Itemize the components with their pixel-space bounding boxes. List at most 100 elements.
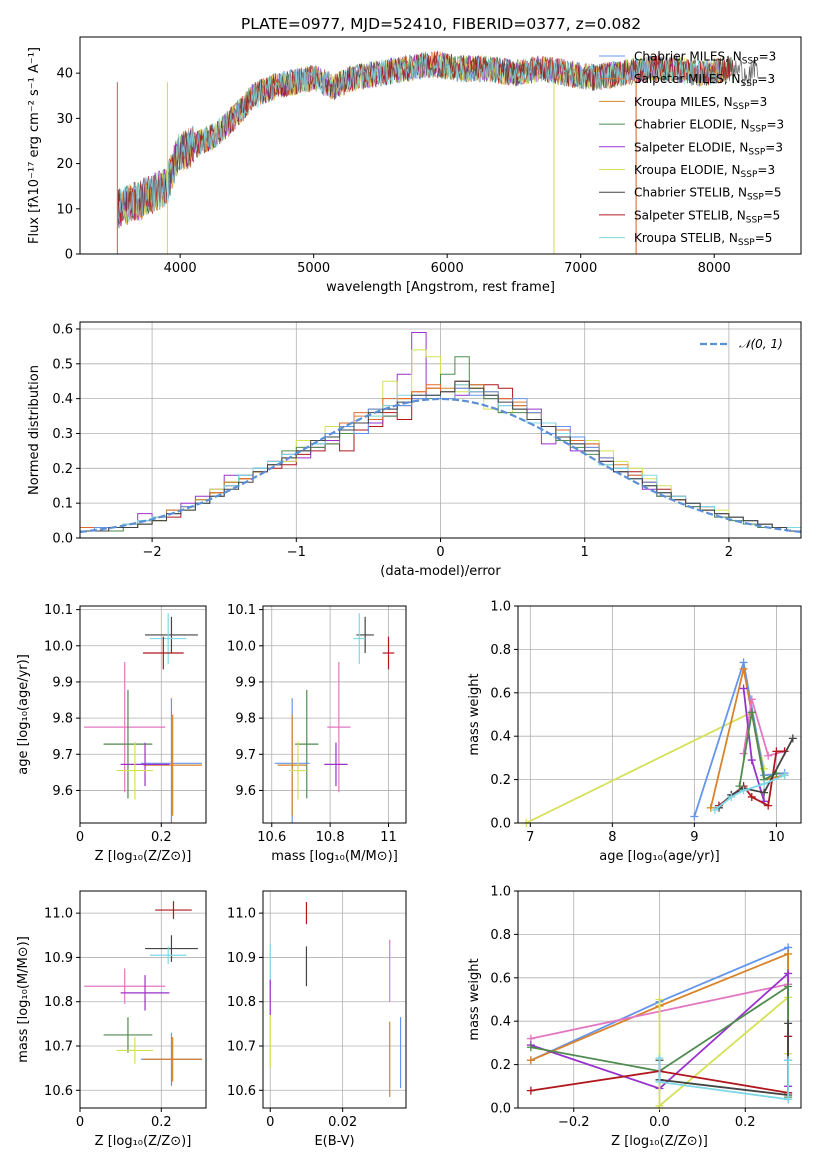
x-tick-label: 8 bbox=[608, 830, 616, 845]
x-tick-label: 7 bbox=[526, 830, 534, 845]
y-tick-label: 1.0 bbox=[490, 885, 511, 900]
x-tick-label: 8000 bbox=[698, 261, 731, 276]
x-tick-label: 0.0 bbox=[649, 1115, 670, 1130]
x-tick-label: 6000 bbox=[431, 261, 464, 276]
y-tick-label: 10.0 bbox=[44, 639, 73, 654]
y-tick-label: 0.5 bbox=[52, 357, 73, 372]
y-tick-label: 0.0 bbox=[490, 817, 511, 832]
y-tick-label: 0.0 bbox=[52, 532, 73, 547]
x-tick-label: −1 bbox=[287, 545, 306, 560]
y-axis-label: mass weight bbox=[467, 673, 482, 755]
plus-marker bbox=[526, 1043, 535, 1052]
y-tick-label: 10.0 bbox=[227, 639, 256, 654]
age_vs_mass-frame bbox=[262, 605, 407, 824]
spectrum-frame bbox=[79, 36, 802, 255]
errorbar-point bbox=[149, 613, 187, 664]
spectrum-series-line bbox=[118, 53, 721, 222]
x-tick-label: 0 bbox=[436, 545, 444, 560]
y-tick-label: 9.8 bbox=[52, 712, 73, 727]
plus-marker bbox=[772, 747, 781, 756]
spectrum-lines bbox=[116, 50, 759, 254]
plus-marker bbox=[764, 751, 773, 760]
y-tick-label: 0.6 bbox=[490, 686, 511, 701]
y-axis-label: mass weight bbox=[467, 958, 482, 1040]
x-tick-label: 4000 bbox=[164, 261, 197, 276]
y-tick-label: 9.6 bbox=[52, 784, 73, 799]
age_vs_Z-axes: 0 0.2 9.6 9.7 9.8 9.9 10.0 10.1 Z [log₁₀(Z/Z⊙)] a… bbox=[16, 603, 206, 864]
y-tick-label: 0.8 bbox=[490, 928, 511, 943]
y-tick-label: 0.4 bbox=[52, 392, 73, 407]
spectrum-series-line bbox=[117, 52, 721, 228]
plus-marker bbox=[760, 788, 769, 797]
plus-marker bbox=[690, 812, 699, 821]
y-tick-label: 40 bbox=[56, 67, 73, 82]
legend-label: Kroupa ELODIE, NSSP=3 bbox=[634, 163, 775, 180]
plus-marker bbox=[747, 756, 756, 765]
errorbar-point bbox=[143, 636, 184, 670]
plus-marker bbox=[747, 792, 756, 801]
age_vs_mass-errorbars bbox=[274, 613, 395, 823]
x-axis-label: E(B-V) bbox=[314, 1134, 354, 1149]
x-tick-label: 10 bbox=[768, 830, 785, 845]
plus-marker bbox=[526, 1056, 535, 1065]
age_vs_mass-axes: 10.6 10.8 11 9.6 9.7 9.8 9.9 10.0 10.1 mass [log₁… bbox=[227, 603, 406, 864]
mass_vs_EBV-axes: 0 0.02 10.6 10.7 10.8 10.9 11.0 E(B-V) bbox=[227, 891, 406, 1149]
errorbar-point bbox=[116, 1037, 154, 1064]
y-tick-label: 0.3 bbox=[52, 427, 73, 442]
errorbar-point bbox=[145, 616, 198, 654]
legend-label: Chabrier MILES, NSSP=3 bbox=[634, 50, 776, 67]
errorbar-point bbox=[327, 662, 351, 793]
legend-label: Salpeter STELIB, NSSP=5 bbox=[634, 208, 780, 225]
y-tick-label: 10.1 bbox=[227, 603, 256, 618]
plus-marker bbox=[747, 695, 756, 704]
errorbar-point bbox=[143, 1037, 202, 1082]
x-axis-label: Z [log₁₀(Z/Z⊙)] bbox=[95, 1134, 192, 1149]
weight_vs_age-axes: 7 8 9 10 0.0 0.2 0.4 0.6 0.8 1.0 age [log₁₀(age/yr… bbox=[467, 600, 801, 864]
errorbar-point bbox=[155, 901, 192, 919]
x-tick-label: 2 bbox=[725, 545, 733, 560]
y-tick-label: 9.9 bbox=[235, 675, 256, 690]
x-tick-label: 0.2 bbox=[151, 1115, 172, 1130]
residuals-frame bbox=[79, 321, 802, 539]
y-tick-label: 10.6 bbox=[227, 1084, 256, 1099]
errorbar-point bbox=[143, 714, 202, 816]
plus-marker bbox=[735, 782, 744, 791]
weight_vs_Z-frame bbox=[517, 890, 802, 1109]
plus-marker bbox=[780, 771, 789, 780]
x-tick-label: 10.6 bbox=[257, 830, 286, 845]
plus-marker bbox=[526, 1086, 535, 1095]
x-tick-label: 11 bbox=[380, 830, 397, 845]
errorbar-point bbox=[120, 975, 170, 1011]
y-tick-label: 9.7 bbox=[52, 748, 73, 763]
mass_vs_Z-errorbars bbox=[84, 901, 202, 1086]
x-tick-label: 10.8 bbox=[316, 830, 345, 845]
normal-reference-curve bbox=[80, 397, 801, 533]
errorbar-point bbox=[103, 1017, 153, 1053]
y-tick-label: 30 bbox=[56, 112, 73, 127]
y-tick-label: 20 bbox=[56, 157, 73, 172]
y-tick-label: 1.0 bbox=[490, 600, 511, 615]
legend-label: Salpeter ELODIE, NSSP=3 bbox=[634, 140, 783, 157]
y-tick-label: 11.0 bbox=[227, 907, 256, 922]
panels-layer: 4000 5000 6000 7000 8000010203040wavelength … bbox=[16, 36, 802, 1149]
age_vs_Z-frame bbox=[79, 605, 207, 824]
x-tick-label: 1 bbox=[581, 545, 589, 560]
errorbar-point bbox=[145, 935, 198, 962]
errorbar-point bbox=[140, 698, 202, 823]
weight_vs_Z-lines bbox=[526, 943, 793, 1110]
y-tick-label: 0.4 bbox=[490, 730, 511, 745]
y-tick-label: 0.2 bbox=[490, 1058, 511, 1073]
x-tick-label: 0 bbox=[76, 830, 84, 845]
mass_vs_Z-axes: 0 0.2 10.6 10.7 10.8 10.9 11.0 Z [log₁₀(Z/Z⊙)] m… bbox=[16, 891, 206, 1149]
plus-marker bbox=[710, 805, 719, 814]
y-tick-label: 0.1 bbox=[52, 497, 73, 512]
y-tick-label: 10.9 bbox=[44, 951, 73, 966]
y-tick-label: 10 bbox=[56, 202, 73, 217]
plus-marker bbox=[784, 1019, 793, 1028]
plus-marker bbox=[788, 734, 797, 743]
y-axis-label: mass [log₁₀(M/M⊙)] bbox=[16, 936, 31, 1063]
y-tick-label: 0.0 bbox=[490, 1102, 511, 1117]
legend-label: Chabrier ELODIE, NSSP=3 bbox=[634, 118, 784, 135]
weight-series-line bbox=[714, 774, 785, 811]
